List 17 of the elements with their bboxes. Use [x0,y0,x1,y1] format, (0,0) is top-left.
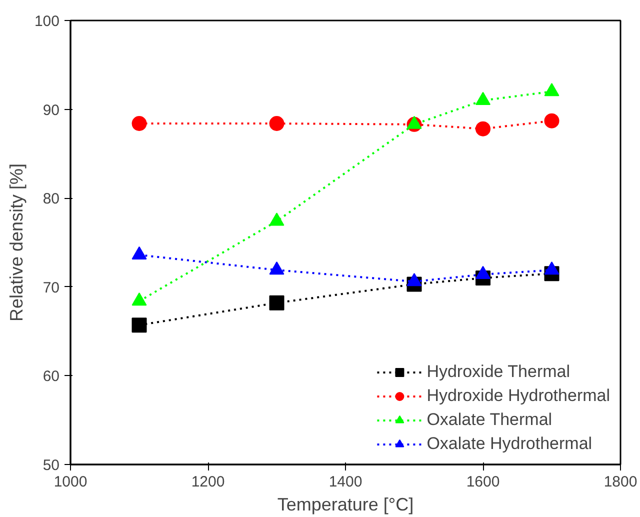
x-tick-label: 1800 [604,474,638,490]
y-tick-label: 60 [42,368,60,386]
y-tick-label: 100 [34,13,60,30]
y-axis-title: Relative density [%] [6,163,26,322]
legend-label: Oxalate Hydrothermal [426,434,592,454]
legend-label: Oxalate Thermal [426,410,552,430]
x-axis-title: Temperature [°C] [277,494,414,514]
x-tick-label: 1000 [54,474,88,490]
y-tick-label: 90 [42,102,60,119]
y-tick-label: 80 [42,190,60,208]
y-tick-label: 70 [42,279,60,296]
x-tick-label: 1400 [328,474,362,490]
y-tick-label: 50 [42,457,60,474]
x-tick-label: 1600 [466,474,500,490]
legend-label: Hydroxide Thermal [426,362,570,382]
legend-label: Hydroxide Hydrothermal [426,386,610,406]
x-tick-label: 1200 [191,474,225,490]
